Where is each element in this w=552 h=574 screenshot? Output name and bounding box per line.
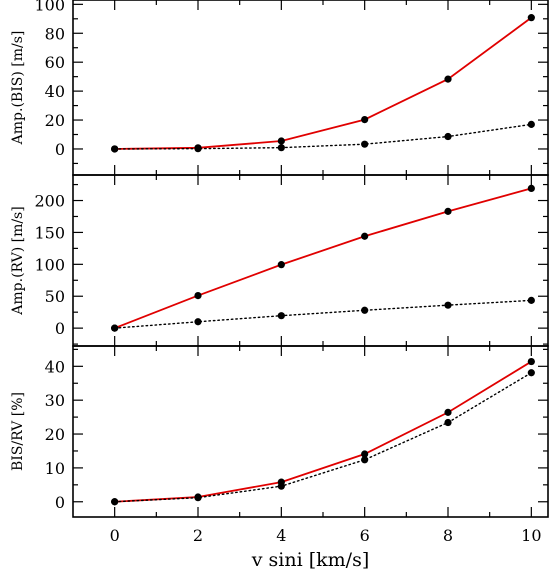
- plot-frame: [72, 345, 549, 518]
- data-point: [444, 418, 452, 427]
- x-tick-label: 6: [360, 526, 370, 545]
- data-point: [444, 207, 452, 215]
- panel-2: 0 50 100 150 200 Amp.(RV) [m/s]: [10, 174, 549, 347]
- y-tick-label: 20: [45, 425, 65, 444]
- y-axis-title: Amp.(RV) [m/s]: [10, 206, 26, 315]
- y-tick-label: 50: [45, 287, 65, 306]
- series-line-dotted: [113, 299, 533, 329]
- data-point: [527, 184, 535, 192]
- y-tick-label: 150: [34, 223, 65, 242]
- data-point: [194, 318, 202, 326]
- series-line-solid: [114, 16, 532, 150]
- panel-1: 0 20 40 60 80 100 Amp.(BIS) [m/s]: [10, 0, 549, 176]
- y-tick-label: 20: [45, 111, 65, 130]
- y-tick-label: 200: [34, 192, 65, 211]
- y-tick-label: 60: [45, 53, 65, 72]
- series-line-solid: [114, 187, 532, 329]
- y-tick-label: 30: [45, 391, 65, 410]
- data-point: [527, 369, 535, 377]
- x-tick-label: 0: [110, 526, 120, 545]
- y-tick-label: 40: [45, 82, 65, 101]
- data-point: [527, 296, 535, 304]
- data-point: [277, 144, 285, 152]
- data-point: [361, 232, 369, 240]
- data-point: [277, 482, 285, 490]
- data-point: [277, 261, 285, 269]
- data-point: [444, 132, 452, 141]
- y-axis-title: Amp.(BIS) [m/s]: [10, 31, 26, 146]
- data-point: [277, 312, 285, 320]
- data-point: [361, 306, 369, 314]
- panel-3: 0 10 20 30 40 BIS/RV [%]: [10, 345, 549, 518]
- y-tick-label: 0: [55, 319, 65, 338]
- y-tick-label: 100: [34, 255, 65, 274]
- data-point: [444, 301, 452, 309]
- series-line-dotted: [113, 123, 533, 150]
- y-tick-label: 100: [34, 0, 65, 14]
- x-tick-label: 2: [193, 526, 203, 545]
- series-line-dotted: [113, 372, 533, 503]
- data-point: [194, 494, 202, 502]
- data-point: [361, 450, 369, 458]
- data-point: [194, 145, 202, 153]
- data-point: [444, 408, 452, 416]
- y-tick-label: 10: [45, 459, 65, 478]
- data-point: [527, 14, 535, 22]
- data-point: [111, 498, 119, 506]
- y-tick-label: 80: [45, 24, 65, 43]
- data-point: [361, 140, 369, 148]
- y-axis-title: BIS/RV [%]: [10, 392, 26, 471]
- x-axis-title: v sini [km/s]: [251, 549, 369, 571]
- data-point: [361, 116, 369, 124]
- data-point: [361, 456, 369, 464]
- x-tick-label: 8: [443, 526, 453, 545]
- data-point: [277, 137, 285, 145]
- x-tick-label: 10: [521, 526, 541, 545]
- y-tick-label: 0: [55, 140, 65, 159]
- data-point: [527, 120, 535, 128]
- series-line-solid: [114, 360, 532, 503]
- data-point: [111, 324, 119, 332]
- data-point: [444, 75, 452, 83]
- y-tick-label: 0: [55, 493, 65, 512]
- data-point: [194, 291, 202, 300]
- data-point: [111, 145, 119, 153]
- plot-frame: [72, 174, 549, 347]
- y-tick-label: 40: [45, 357, 65, 376]
- data-point: [527, 357, 535, 366]
- x-tick-label: 4: [276, 526, 286, 545]
